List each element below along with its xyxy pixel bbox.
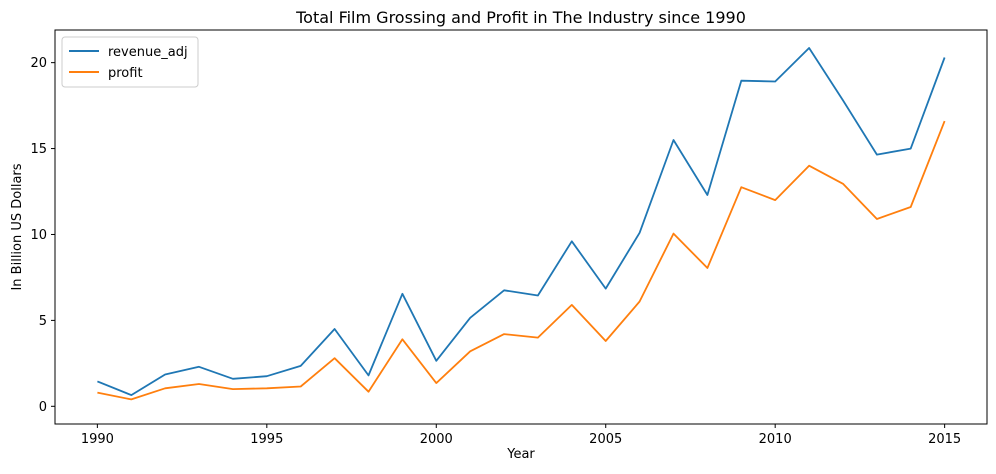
- ticks-layer: 1990 1995 2000 2005 2010 2015 0 5 10 15 20: [30, 56, 961, 447]
- x-tick-label: 1990: [81, 432, 114, 447]
- x-axis-label: Year: [506, 447, 535, 462]
- series-lines: [97, 47, 946, 401]
- legend-label-revenue-adj: revenue_adj: [108, 45, 188, 60]
- y-axis-label: In Billion US Dollars: [10, 163, 25, 290]
- legend-label-profit: profit: [108, 66, 143, 81]
- series-line-revenue-adj: [97, 47, 946, 397]
- y-tick-label: 10: [30, 228, 47, 243]
- y-tick-label: 0: [39, 400, 47, 415]
- y-tick-label: 15: [30, 142, 47, 157]
- plot-frame: [54, 29, 988, 425]
- chart-title: Total Film Grossing and Profit in The In…: [295, 8, 746, 27]
- y-tick-label: 5: [39, 314, 47, 329]
- legend-box: [61, 36, 199, 88]
- x-tick-label: 2000: [420, 432, 453, 447]
- x-tick-label: 2005: [589, 432, 622, 447]
- x-tick-label: 2015: [928, 432, 961, 447]
- x-tick-label: 1995: [250, 432, 283, 447]
- y-tick-label: 20: [30, 56, 47, 71]
- series-line-profit: [97, 120, 946, 401]
- x-tick-label: 2010: [759, 432, 792, 447]
- legend: revenue_adj profit: [61, 36, 199, 88]
- plot-area: [55, 30, 987, 424]
